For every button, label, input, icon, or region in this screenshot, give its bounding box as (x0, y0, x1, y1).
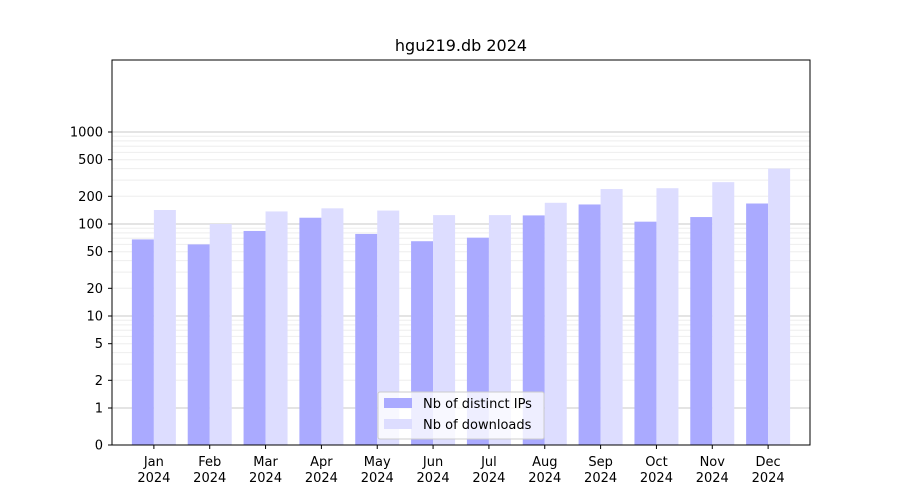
legend-label: Nb of distinct IPs (423, 397, 532, 412)
y-tick-label: 1000 (70, 126, 103, 141)
y-tick-label: 10 (86, 310, 103, 325)
bar (488, 215, 511, 445)
x-tick-label-year: 2024 (249, 471, 282, 486)
y-axis: 0 1 2 5 10 20 50 100 200 500 1000 (70, 126, 112, 454)
x-tick-label-month: May (364, 455, 391, 470)
y-tick-label: 0 (95, 439, 103, 454)
x-tick-label-year: 2024 (696, 471, 729, 486)
y-tick-label: 1 (95, 402, 103, 417)
bar (634, 221, 657, 445)
x-tick-label-year: 2024 (528, 471, 561, 486)
x-tick-label-month: Aug (532, 455, 557, 470)
x-tick-label-month: Nov (700, 455, 726, 470)
y-tick-label: 500 (78, 153, 103, 168)
bar (355, 233, 378, 445)
x-tick-label-month: Feb (198, 455, 221, 470)
bar (712, 182, 735, 445)
bar (153, 209, 176, 445)
x-tick-label-month: Sep (588, 455, 613, 470)
bar (768, 168, 791, 445)
x-tick-label-month: Mar (253, 455, 278, 470)
y-tick-label: 2 (95, 374, 103, 389)
legend: Nb of distinct IPs Nb of downloads (377, 391, 545, 440)
x-tick-label-month: Dec (756, 455, 781, 470)
bar (265, 211, 288, 445)
bar (544, 202, 567, 445)
y-tick-label: 100 (78, 218, 103, 233)
legend-swatch (384, 419, 412, 429)
bar (746, 203, 769, 445)
bar (522, 215, 545, 445)
x-tick-label-month: Jun (422, 455, 443, 470)
x-tick-label-year: 2024 (584, 471, 617, 486)
bar (187, 244, 210, 445)
y-tick-label: 50 (86, 245, 103, 260)
x-tick-label-year: 2024 (752, 471, 785, 486)
x-tick-label-year: 2024 (193, 471, 226, 486)
legend-swatch (384, 398, 412, 408)
y-tick-label: 200 (78, 190, 103, 205)
x-tick-label-year: 2024 (305, 471, 338, 486)
x-tick-label-year: 2024 (137, 471, 170, 486)
bar (243, 230, 266, 445)
bar (131, 239, 154, 445)
x-tick-label-year: 2024 (417, 471, 450, 486)
bar (299, 217, 322, 445)
bar (578, 204, 601, 445)
bar (433, 215, 456, 445)
x-tick-label-year: 2024 (640, 471, 673, 486)
y-tick-label: 5 (95, 337, 103, 352)
bar (600, 189, 623, 445)
bar (321, 208, 344, 445)
legend-box (377, 391, 545, 440)
plot-frame (111, 59, 811, 446)
x-tick-label-year: 2024 (472, 471, 505, 486)
x-axis: Jan2024Feb2024Mar2024Apr2024May2024Jun20… (137, 445, 785, 486)
x-tick-label-year: 2024 (361, 471, 394, 486)
bar (377, 210, 400, 445)
x-tick-label-month: Jul (480, 455, 497, 470)
bar (209, 224, 232, 445)
bar (656, 188, 679, 445)
x-tick-label-month: Jan (143, 455, 164, 470)
x-tick-label-month: Apr (310, 455, 333, 470)
bars (131, 168, 791, 445)
chart-title: hgu219.db 2024 (395, 36, 527, 55)
x-tick-label-month: Oct (645, 455, 667, 470)
y-tick-label: 20 (86, 282, 103, 297)
legend-label: Nb of downloads (423, 418, 532, 433)
bar (690, 217, 713, 445)
